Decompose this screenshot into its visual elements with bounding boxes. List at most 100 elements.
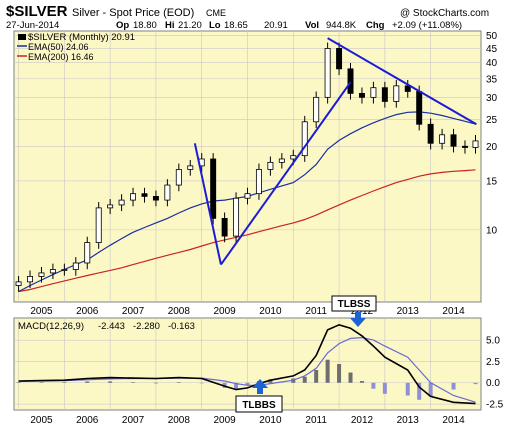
macd-legend-v1: -2.443 — [98, 321, 125, 332]
macd-y-tick: -2.5 — [486, 400, 504, 411]
price-y-tick: 10 — [486, 225, 498, 236]
macd-x-tick: 2013 — [397, 415, 420, 426]
close-value: 20.91 — [264, 20, 288, 31]
candle-body — [107, 204, 114, 209]
price-x-tick: 2011 — [305, 306, 327, 317]
legend-main: $SILVER (Monthly) 20.91 — [28, 32, 135, 43]
macd-legend-v3: -0.163 — [168, 321, 195, 332]
macd-hist-bar — [451, 382, 456, 390]
candle-body — [313, 96, 320, 123]
macd-x-tick: 2009 — [213, 415, 236, 426]
candle-body — [210, 158, 217, 219]
candle-group — [15, 42, 479, 292]
tlbbs-arrow — [252, 379, 268, 394]
ema200-line — [18, 169, 476, 293]
macd-hist-bar — [405, 382, 410, 396]
macd-hist-bar — [39, 382, 44, 383]
price-y-tick: 15 — [486, 176, 498, 187]
macd-x-tick: 2014 — [442, 415, 465, 426]
macd-hist-bar — [359, 381, 364, 383]
candle-body — [175, 169, 182, 186]
op-value: 18.80 — [133, 20, 157, 31]
vol-value: 944.8K — [326, 20, 357, 31]
macd-hist-bar — [153, 382, 158, 384]
macd-hist-bar — [16, 382, 21, 383]
macd-hist-bar — [234, 382, 239, 389]
macd-y-axis: 5.0 2.5 0.0 -2.5 — [486, 336, 504, 411]
price-y-tick: 20 — [486, 142, 498, 153]
candle-body — [130, 193, 137, 201]
candle-body — [118, 199, 125, 206]
symbol-name: Silver - Spot Price (EOD) — [72, 7, 194, 19]
symbol-title: $SILVER — [6, 3, 68, 20]
macd-y-tick: 5.0 — [486, 336, 500, 347]
candle-body — [450, 134, 457, 147]
macd-y-tick: 0.0 — [486, 378, 500, 389]
legend-ema50: EMA(50) 24.06 — [28, 42, 89, 52]
tlbss-label: TLBSS — [338, 299, 371, 310]
candle-body — [393, 85, 400, 102]
candle-body — [152, 195, 159, 201]
price-x-tick: 2006 — [76, 306, 99, 317]
trendline — [327, 37, 477, 126]
vol-label: Vol — [305, 20, 319, 31]
price-x-tick: 2008 — [168, 306, 191, 317]
candle-body — [187, 165, 194, 170]
macd-hist-bar — [428, 382, 433, 397]
macd-legend-v2: -2.280 — [133, 321, 160, 332]
price-y-tick: 45 — [486, 44, 498, 55]
macd-path — [18, 323, 476, 405]
macd-x-tick: 2007 — [122, 415, 145, 426]
macd-line — [18, 323, 476, 405]
price-x-tick: 2009 — [213, 306, 236, 317]
candle-body — [95, 207, 102, 243]
candle-body — [267, 161, 274, 170]
candle-body — [347, 68, 354, 94]
date-label: 27-Jun-2014 — [6, 20, 59, 31]
macd-hist-bar — [302, 376, 307, 383]
price-grid — [14, 31, 481, 302]
candle-body — [370, 87, 377, 98]
lo-value: 18.65 — [224, 20, 248, 31]
tlbbs-box — [235, 395, 283, 413]
trendline-group — [193, 37, 477, 266]
macd-hist-bar — [417, 382, 422, 400]
exchange-label: CME — [206, 8, 226, 18]
candle-body — [49, 269, 56, 274]
candle-body — [324, 48, 331, 98]
candle-body — [472, 140, 479, 148]
macd-signal-line — [18, 336, 476, 403]
attribution: @ StockCharts.com — [400, 8, 489, 19]
trendline — [220, 81, 352, 266]
candle-body — [141, 193, 148, 197]
candle-body — [290, 155, 297, 160]
candle-body — [164, 184, 171, 201]
macd-signal-path — [18, 336, 476, 403]
candle-body — [439, 134, 446, 144]
price-x-tick: 2007 — [122, 306, 145, 317]
macd-hist-bar — [108, 381, 113, 383]
macd-hist-bar — [62, 382, 67, 383]
candle-body — [416, 91, 423, 125]
macd-hist-bar — [131, 382, 136, 383]
macd-hist-bar — [473, 382, 478, 385]
lo-label: Lo — [209, 20, 221, 31]
price-x-tick: 2005 — [30, 306, 53, 317]
candle-body — [358, 92, 365, 98]
macd-hist-bar — [268, 379, 273, 383]
macd-x-tick: 2012 — [351, 415, 374, 426]
candle-body — [72, 262, 79, 270]
candle-body — [336, 48, 343, 70]
macd-hist-bar — [199, 382, 204, 384]
macd-y-tick: 2.5 — [486, 357, 500, 368]
price-y-tick: 50 — [486, 31, 498, 42]
macd-x-tick: 2008 — [168, 415, 191, 426]
macd-hist-bar — [371, 382, 376, 389]
macd-histogram — [16, 359, 478, 400]
candle-body — [233, 197, 240, 237]
hi-value: 21.20 — [178, 20, 202, 31]
macd-hist-bar — [348, 372, 353, 383]
tlbss-arrow — [350, 312, 366, 327]
ema200-path — [18, 169, 476, 293]
